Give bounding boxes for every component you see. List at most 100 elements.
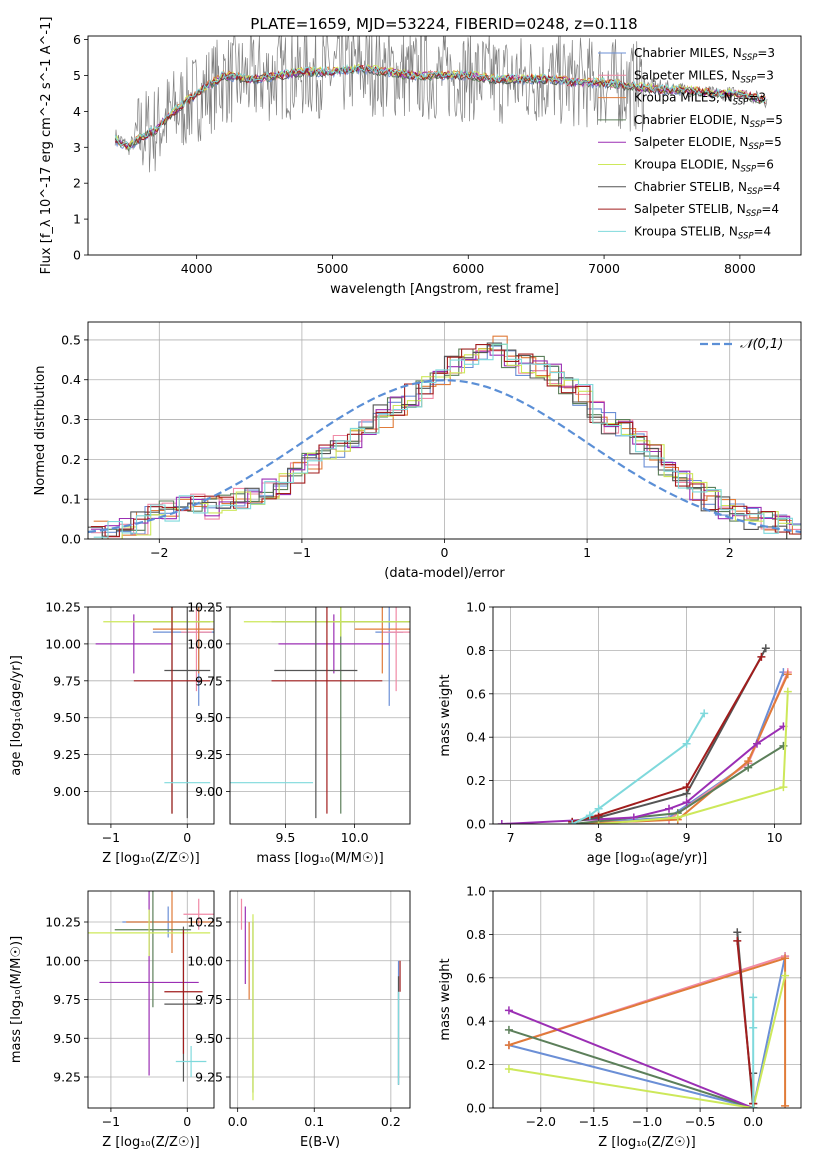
x-tick-label: 1 <box>583 545 591 560</box>
y-tick-label: 3 <box>73 140 81 155</box>
axes-frame <box>492 890 802 1109</box>
x-tick-label: −2.0 <box>526 1114 556 1129</box>
weight-line-ce <box>508 1028 754 1108</box>
weight-marker-ks <box>749 1023 758 1032</box>
y-tick-label: 0.4 <box>466 1014 486 1029</box>
weight-marker-ke <box>781 971 790 980</box>
x-tick-label: 0.2 <box>381 1114 401 1129</box>
y-tick-label: 0.0 <box>61 532 81 547</box>
x-tick-label: 8000 <box>724 261 756 276</box>
residual-hist-ke <box>93 343 801 539</box>
y-tick-label: 9.25 <box>53 747 81 762</box>
axes-frame <box>229 606 411 825</box>
y-tick-label: 0.6 <box>466 970 486 985</box>
residuals-axes: −2 −1 0 1 2 0.0 0.1 0.2 0.3 0.4 0.5 (data-model)/er… <box>33 322 801 581</box>
x-tick-label: 8 <box>595 830 603 845</box>
weight-marker-km <box>504 1041 513 1050</box>
y-tick-label: 0.0 <box>466 817 486 832</box>
weight-marker-cs <box>761 644 770 653</box>
x-tick-label: 0.0 <box>743 1114 763 1129</box>
age-mass-axes: 9.5 10.0 9.00 9.25 9.50 9.75 10.00 10.25 mass [l… <box>187 600 410 866</box>
legend-label-ks: Kroupa STELIB, NSSP=4 <box>634 224 771 241</box>
y-tick-label: 5 <box>73 68 81 83</box>
weight-marker-cs <box>733 928 742 937</box>
y-tick-label: 9.75 <box>195 673 223 688</box>
weight-marker-se <box>504 1006 513 1015</box>
weight-marker-se <box>665 804 673 813</box>
axes-frame <box>229 890 411 1109</box>
y-tick-label: 10.00 <box>45 953 81 968</box>
y-tick-label: 6 <box>73 32 81 47</box>
x-axis-label: (data-model)/error <box>384 566 505 581</box>
y-tick-label: 9.50 <box>195 1031 223 1046</box>
axes-frame <box>87 890 215 1109</box>
weight-marker-ce <box>744 763 753 772</box>
y-tick-label: 10.00 <box>187 636 223 651</box>
y-tick-label: 9.25 <box>53 1070 81 1085</box>
y-axis-label: mass weight <box>438 958 453 1040</box>
y-axis-label: age [log₁₀(age/yr)] <box>9 655 24 776</box>
y-tick-label: 2 <box>73 176 81 191</box>
weight-marker-ke <box>673 813 682 822</box>
x-axis-label: mass [log₁₀(M/M☉)] <box>256 851 383 866</box>
x-axis-label: E(B-V) <box>300 1135 340 1150</box>
model-ks <box>114 63 766 150</box>
weight-marker-ss <box>682 783 691 792</box>
x-tick-label: 0.0 <box>228 1114 248 1129</box>
y-tick-label: 0.4 <box>61 372 81 387</box>
y-tick-label: 10.25 <box>187 915 223 930</box>
x-tick-label: −1 <box>293 545 311 560</box>
residual-hist-ks <box>93 343 801 538</box>
weight-marker-se <box>753 739 761 748</box>
x-tick-label: 0 <box>441 545 449 560</box>
age-mass-points <box>230 607 410 819</box>
y-tick-label: 9.50 <box>195 710 223 725</box>
x-tick-label: 0 <box>183 830 191 845</box>
legend-label-km: Kroupa MILES, NSSP=3 <box>634 91 766 108</box>
weight-marker-ks <box>749 993 758 1002</box>
x-tick-label: −2 <box>150 545 168 560</box>
x-tick-label: −1 <box>102 1114 120 1129</box>
y-tick-label: 0.4 <box>466 730 486 745</box>
y-tick-label: 9.75 <box>53 673 81 688</box>
axes-frame <box>87 321 802 540</box>
y-tick-label: 0.1 <box>61 492 81 507</box>
weight-marker-km <box>783 670 792 679</box>
weight-marker-se <box>497 820 506 824</box>
x-tick-label: −1.0 <box>632 1114 662 1129</box>
y-tick-label: 0.5 <box>61 332 81 347</box>
x-tick-label: 6000 <box>452 261 484 276</box>
residual-hist-ss <box>90 344 801 537</box>
y-tick-label: 1.0 <box>466 884 486 899</box>
mass-weight-Z-lines <box>504 928 790 1108</box>
weight-marker-ke <box>783 687 792 696</box>
mass-Z-points <box>88 891 214 1082</box>
y-tick-label: 0.2 <box>466 773 486 788</box>
weight-line-ss <box>571 656 763 823</box>
legend-label-ke: Kroupa ELODIE, NSSP=6 <box>634 158 774 175</box>
x-tick-label: 0 <box>183 1114 191 1129</box>
weight-marker-km <box>781 954 790 963</box>
legend-label-cs: Chabrier STELIB, NSSP=4 <box>634 180 780 197</box>
age-Z-points <box>95 607 214 819</box>
y-tick-label: 9.00 <box>53 784 81 799</box>
x-axis-label: Z [log₁₀(Z/Z☉)] <box>102 1135 199 1150</box>
y-tick-label: 0.0 <box>466 1101 486 1116</box>
reference-legend-label: 𝒩(0,1) <box>740 337 783 352</box>
legend-label-cm: Chabrier MILES, NSSP=3 <box>634 46 775 63</box>
x-tick-label: 9.5 <box>275 830 295 845</box>
y-tick-label: 10.00 <box>45 636 81 651</box>
weight-line-se <box>501 725 784 824</box>
y-tick-label: 9.75 <box>53 992 81 1007</box>
axes-frame <box>87 35 802 256</box>
x-axis-label: age [log₁₀(age/yr)] <box>587 851 708 866</box>
x-tick-label: 9 <box>683 830 691 845</box>
axes-frame <box>87 606 215 825</box>
mass-weight-age-axes: 7 8 9 10 0.0 0.2 0.4 0.6 0.8 1.0 age [log₁₀(age/yr… <box>438 600 801 866</box>
x-tick-label: 4000 <box>181 261 213 276</box>
weight-marker-ks <box>594 804 603 813</box>
x-tick-label: 2 <box>726 545 734 560</box>
weight-line-ss <box>736 940 755 1104</box>
x-tick-label: −1 <box>102 830 120 845</box>
x-axis-label: wavelength [Angstrom, rest frame] <box>330 282 559 297</box>
